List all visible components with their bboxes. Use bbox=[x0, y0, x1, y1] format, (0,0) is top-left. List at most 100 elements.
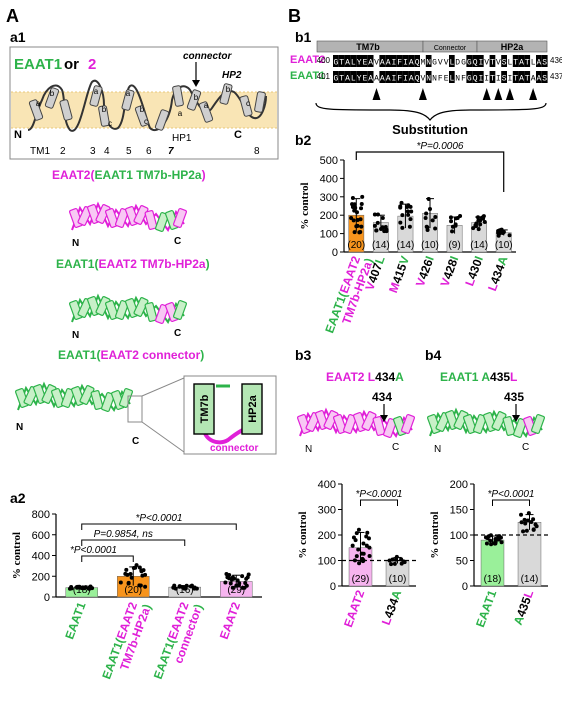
alignment-residue: G bbox=[333, 59, 338, 68]
chimera-backbone bbox=[17, 381, 131, 412]
alignment-cell bbox=[373, 55, 380, 67]
n-label: (14) bbox=[521, 574, 539, 585]
inset-zoom-line-bottom bbox=[141, 421, 185, 453]
data-point bbox=[519, 520, 524, 525]
data-point bbox=[389, 562, 394, 567]
substitution-label: Substitution bbox=[392, 122, 468, 137]
alignment-residue: I bbox=[403, 59, 408, 68]
inset-connector-label: connector bbox=[210, 443, 258, 454]
n-label: (18) bbox=[73, 585, 91, 596]
data-point bbox=[424, 211, 429, 216]
topology-segment-letter: c bbox=[144, 117, 148, 126]
alignment-residue: E bbox=[362, 75, 367, 84]
data-point bbox=[227, 576, 232, 581]
alignment-cell bbox=[362, 55, 368, 67]
tm-label-1: TM1 bbox=[30, 146, 50, 157]
y-tick-label: 400 bbox=[318, 479, 336, 491]
chimera-backbone bbox=[299, 407, 413, 438]
alignment-cell bbox=[483, 55, 490, 67]
alignment-residue: T bbox=[513, 75, 518, 84]
topology-helix bbox=[186, 89, 202, 111]
topology-segment-letter: b bbox=[226, 85, 231, 94]
substitution-arrow bbox=[494, 88, 503, 100]
y-axis-label: % control bbox=[11, 532, 23, 579]
y-tick-label: 100 bbox=[450, 530, 468, 542]
data-point bbox=[484, 541, 489, 546]
data-point bbox=[367, 545, 372, 550]
data-point bbox=[365, 530, 370, 535]
alignment-cell bbox=[350, 55, 357, 67]
chimera-backbone bbox=[71, 201, 185, 232]
alignment-cell bbox=[501, 71, 507, 83]
panel-label-b4: b4 bbox=[425, 347, 442, 363]
substitution-arrows bbox=[372, 88, 538, 100]
panel-label-A: A bbox=[6, 6, 19, 26]
data-point bbox=[367, 554, 372, 559]
chart-b2: 0 100 200 300 400 500 % control (20) (14) (14) (10… bbox=[299, 141, 516, 335]
alignment-residue: A bbox=[409, 59, 414, 68]
alignment-residue: Q bbox=[415, 75, 420, 84]
tm-label-7: 7 bbox=[168, 146, 174, 157]
alignment-cell bbox=[512, 71, 519, 83]
chimera-helix bbox=[133, 297, 149, 317]
data-point bbox=[423, 215, 428, 220]
n-label: (18) bbox=[484, 574, 502, 585]
topology-segment-letter: a bbox=[178, 109, 183, 118]
alignment-residue: A bbox=[380, 59, 385, 68]
inset-hp2a-label: HP2a bbox=[247, 394, 259, 422]
data-point bbox=[479, 215, 484, 220]
alignment-cell bbox=[541, 71, 548, 83]
b2-x-label: V407L bbox=[362, 254, 387, 292]
chimera-helix bbox=[104, 299, 120, 321]
substitution-arrow bbox=[482, 88, 491, 100]
alignment-residue: T bbox=[525, 75, 530, 84]
a2-stat-bracket-2 bbox=[81, 539, 186, 546]
alignment-cell bbox=[373, 71, 380, 83]
alignment-residue: T bbox=[490, 59, 495, 68]
data-point bbox=[482, 219, 487, 224]
alignment-residue: F bbox=[461, 75, 466, 84]
chimera-helix bbox=[90, 390, 104, 410]
topology-helix bbox=[219, 83, 233, 105]
alignment-cell bbox=[333, 55, 339, 67]
data-point bbox=[450, 229, 455, 234]
chimera-helix bbox=[144, 302, 158, 322]
tm-label-6: 6 bbox=[146, 146, 152, 157]
alignment-hp2a-label: HP2a bbox=[501, 42, 525, 52]
alignment-residue: A bbox=[345, 59, 350, 68]
data-point bbox=[471, 226, 476, 231]
connector-arrowhead bbox=[192, 80, 200, 87]
chimera-1-n: N bbox=[72, 238, 79, 249]
chimera-3: EAAT1(EAAT2 connector) N C TM7b HP2a con… bbox=[14, 348, 277, 455]
alignment-residue: I bbox=[391, 59, 396, 68]
chimera-2-c: C bbox=[174, 328, 181, 339]
alignment-cell bbox=[507, 55, 513, 67]
alignment-residue: G bbox=[467, 75, 472, 84]
data-point bbox=[189, 583, 194, 588]
y-tick-label: 150 bbox=[450, 505, 468, 517]
alignment-cell bbox=[431, 55, 438, 67]
n-label: (14) bbox=[372, 240, 390, 251]
chimera-1-c: C bbox=[174, 236, 181, 247]
topology-title-two: 2 bbox=[88, 56, 96, 73]
alignment-row1-start: 400 bbox=[317, 56, 331, 65]
alignment-cell bbox=[449, 71, 455, 83]
alignment-cell bbox=[333, 71, 339, 83]
data-point bbox=[384, 227, 389, 232]
chart-b3-stat-label: *P<0.0001 bbox=[356, 489, 403, 500]
data-point bbox=[526, 511, 531, 516]
chimera-3-schematic bbox=[14, 381, 134, 413]
alignment-cell bbox=[443, 71, 449, 83]
alignment-residue: I bbox=[478, 75, 483, 84]
chimera-2-n: N bbox=[72, 330, 79, 341]
chimera-3-n: N bbox=[16, 422, 23, 433]
data-point bbox=[69, 584, 74, 589]
alignment-cell bbox=[489, 71, 496, 83]
data-point bbox=[359, 206, 364, 211]
data-point bbox=[407, 224, 412, 229]
alignment-residue: I bbox=[391, 75, 396, 84]
alignment-cell bbox=[472, 71, 478, 83]
alignment-residue: S bbox=[502, 75, 507, 84]
alignment-header-hp2a bbox=[476, 40, 548, 53]
data-point bbox=[358, 230, 363, 235]
